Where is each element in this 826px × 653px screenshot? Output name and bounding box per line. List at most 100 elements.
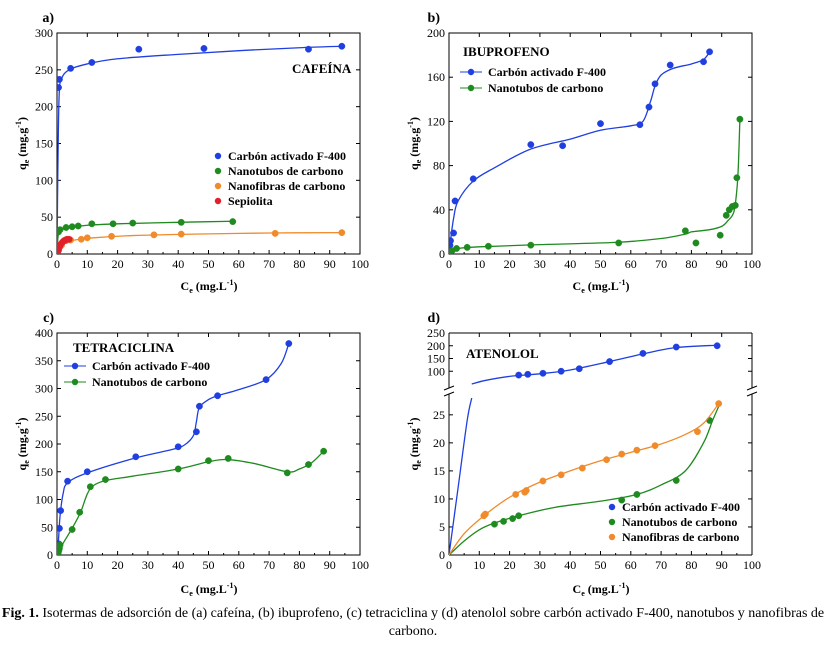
data-point <box>57 84 62 91</box>
x-tick-label: 90 <box>716 558 728 572</box>
data-point <box>57 524 63 532</box>
x-tick-label: 50 <box>203 558 215 572</box>
y-tick-label: 300 <box>35 382 53 396</box>
y-tick-label: 150 <box>427 352 445 366</box>
series-curve-upper <box>471 344 718 385</box>
x-tick-label: 60 <box>233 257 245 271</box>
figure-caption: Fig. 1. Isotermas de adsorción de (a) ca… <box>0 605 826 641</box>
x-tick-label: 20 <box>112 558 124 572</box>
data-point <box>200 45 208 52</box>
legend-label: Carbón activado F-400 <box>228 149 346 163</box>
data-point <box>132 453 140 461</box>
legend: Carbón activado F-400 Nanotubos de carbon… <box>64 359 210 389</box>
y-tick-label: 150 <box>35 137 53 151</box>
data-point <box>606 358 613 365</box>
data-point <box>129 219 137 227</box>
data-point <box>320 447 328 455</box>
y-axis-label: qe (mg.g-1) <box>14 117 31 170</box>
data-point <box>88 59 96 66</box>
y-tick-label: 0 <box>47 247 53 261</box>
x-tick-label: 10 <box>81 558 93 572</box>
data-point <box>271 229 279 237</box>
data-point <box>62 224 70 231</box>
legend-marker <box>608 533 616 541</box>
data-point <box>700 58 707 66</box>
legend-marker <box>71 362 79 370</box>
data-point <box>205 457 212 465</box>
y-tick-label: 0 <box>439 247 445 261</box>
legend-marker <box>71 378 79 386</box>
caption-label: Fig. 1. <box>1 606 39 621</box>
data-point <box>76 508 84 516</box>
x-tick-label: 50 <box>595 558 607 572</box>
data-point <box>716 231 724 239</box>
data-point <box>224 455 232 462</box>
chart-title: IBUPROFENO <box>463 44 550 59</box>
data-point <box>214 392 221 400</box>
legend-marker <box>608 503 616 511</box>
y-tick-label: 100 <box>427 364 445 378</box>
series-1 <box>449 48 713 254</box>
data-point <box>102 476 109 483</box>
data-point <box>524 370 532 378</box>
data-point <box>450 229 457 237</box>
y-tick-label: 20 <box>433 436 445 450</box>
x-axis-label: Ce (mg.L-1) <box>181 581 238 598</box>
legend-label: Sepiolita <box>228 194 273 208</box>
data-point <box>500 517 507 525</box>
series-curve <box>57 45 342 254</box>
x-tick-label: 70 <box>263 257 275 271</box>
data-point <box>88 220 96 228</box>
data-point <box>108 232 115 240</box>
x-tick-label: 90 <box>716 257 728 271</box>
x-tick-label: 40 <box>172 257 184 271</box>
data-point <box>57 226 64 234</box>
data-point <box>196 402 203 410</box>
y-tick-label: 160 <box>427 70 445 84</box>
series-curve <box>57 450 325 555</box>
data-point <box>694 428 701 436</box>
data-point <box>177 230 185 238</box>
data-point <box>463 243 471 251</box>
axis-break-mark <box>443 391 455 397</box>
axis-break-mark <box>746 385 758 391</box>
x-tick-label: 30 <box>534 558 546 572</box>
data-point <box>645 103 653 111</box>
data-point <box>715 400 723 408</box>
y-tick-label: 250 <box>35 409 53 423</box>
data-point <box>262 376 270 384</box>
x-tick-label: 50 <box>203 257 215 271</box>
x-axis-label: Ce (mg.L-1) <box>573 581 630 598</box>
x-tick-label: 80 <box>685 257 697 271</box>
series-curve-lower <box>449 397 473 555</box>
data-point <box>651 80 659 88</box>
y-axis-label: qe (mg.g-1) <box>14 418 31 471</box>
y-tick-label: 100 <box>35 493 53 507</box>
data-point <box>736 115 744 123</box>
y-tick-label: 400 <box>35 326 53 340</box>
y-tick-label: 120 <box>427 114 445 128</box>
series-curve <box>57 343 290 555</box>
axis-break-mark <box>746 391 758 397</box>
x-axis-label: Ce (mg.L-1) <box>181 278 238 295</box>
series-3 <box>449 400 723 555</box>
y-tick-label: 10 <box>433 492 445 506</box>
data-point <box>174 443 182 451</box>
legend-marker <box>214 152 222 160</box>
x-tick-label: 70 <box>655 558 667 572</box>
series-2 <box>449 115 744 254</box>
y-tick-label: 200 <box>35 100 53 114</box>
data-point <box>527 141 535 149</box>
panel-label: a) <box>42 11 54 26</box>
y-axis-label: qe (mg.g-1) <box>406 117 423 170</box>
data-point <box>109 220 117 228</box>
y-tick-label: 25 <box>433 408 445 422</box>
legend-label: Nanotubos de carbono <box>92 375 207 389</box>
y-tick-label: 250 <box>35 63 53 77</box>
x-tick-label: 40 <box>564 558 576 572</box>
y-tick-label: 50 <box>41 210 53 224</box>
x-tick-label: 40 <box>564 257 576 271</box>
x-tick-label: 20 <box>504 558 516 572</box>
data-point <box>557 471 565 479</box>
data-point <box>83 234 91 242</box>
